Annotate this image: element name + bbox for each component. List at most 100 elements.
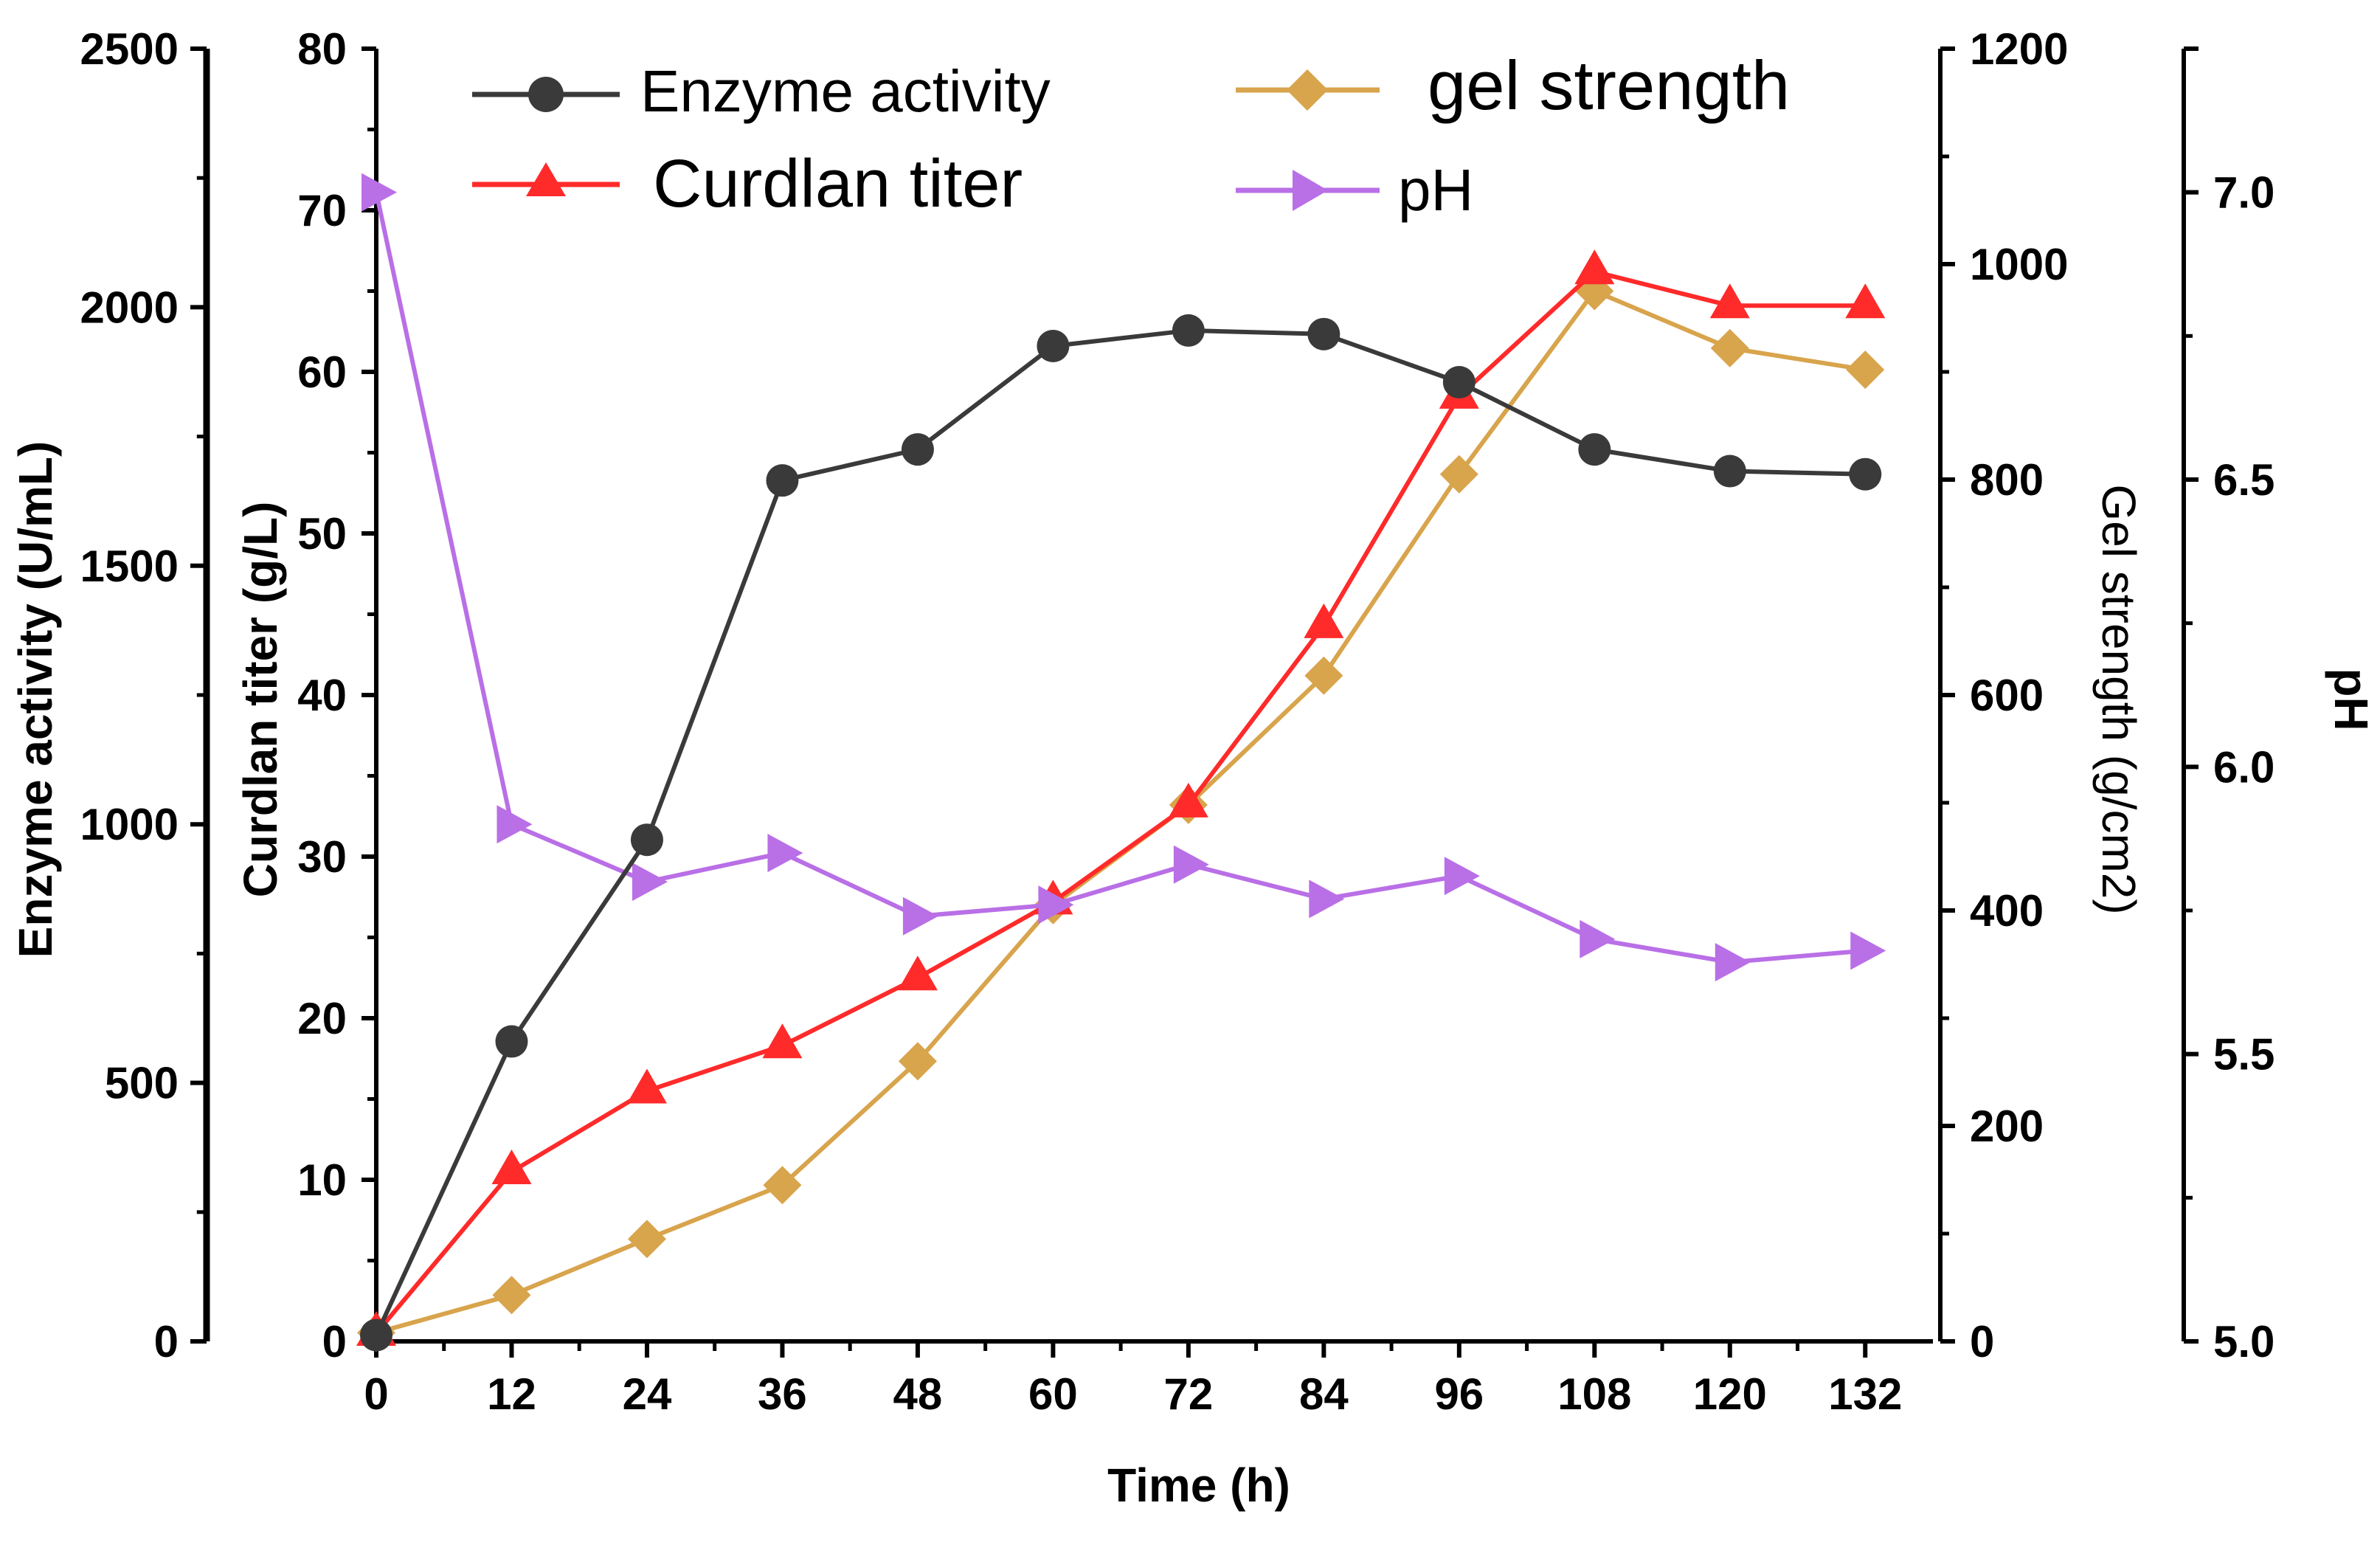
gel-tick-label: 400	[1970, 886, 2044, 936]
gel-tick-label: 800	[1970, 455, 2044, 505]
x-axis: 0 12 24 36 48 60 72 84 96 108 120 132	[364, 1339, 1933, 1419]
data-point-curdlan-titer	[1845, 283, 1886, 319]
data-point-ph	[902, 896, 938, 936]
data-point-enzyme-activity	[766, 464, 799, 497]
gel-tick-label: 1000	[1970, 240, 2068, 289]
data-point-ph	[362, 173, 397, 212]
titer-tick-label: 50	[297, 509, 347, 559]
legend-marker-enzyme-activity	[528, 77, 564, 112]
data-point-curdlan-titer	[1304, 603, 1344, 638]
series-line-enzyme-activity	[374, 328, 1866, 1336]
data-point-curdlan-titer	[1168, 782, 1208, 818]
data-point-gel-strength	[1304, 656, 1343, 695]
ph-tick-label: 6.5	[2213, 455, 2275, 505]
data-point-curdlan-titer	[762, 1023, 803, 1059]
data-point-gel-strength	[1710, 328, 1749, 367]
legend-marker-curdlan-titer	[526, 162, 566, 196]
data-point-gel-strength	[1439, 454, 1478, 494]
data-point-ph	[767, 834, 803, 873]
x-tick-label: 0	[364, 1369, 388, 1419]
data-point-gel-strength	[492, 1276, 531, 1315]
x-tick-label: 48	[893, 1369, 943, 1419]
gel-tick-label: 200	[1970, 1102, 2044, 1151]
data-point-gel-strength	[627, 1220, 666, 1259]
series-curdlan-titer	[356, 249, 1886, 1347]
gel-strength-axis-title: Gel strength (g/cm2)	[2092, 484, 2145, 914]
series-line-gel-strength	[376, 288, 1866, 1335]
titer-tick-label: 0	[322, 1317, 347, 1366]
legend-label-enzyme-activity: Enzyme activity	[640, 58, 1051, 124]
data-point-ph	[1715, 943, 1751, 982]
enzyme-tick-label: 2500	[80, 24, 179, 74]
data-point-ph	[1580, 919, 1616, 958]
series-layer	[356, 173, 1886, 1352]
data-point-ph	[1038, 885, 1074, 924]
series-line-ph	[374, 192, 1866, 965]
x-tick-label: 108	[1557, 1369, 1631, 1419]
data-point-enzyme-activity	[1307, 317, 1341, 350]
titer-tick-label: 40	[297, 671, 347, 720]
x-tick-label: 84	[1299, 1369, 1349, 1419]
data-point-curdlan-titer	[897, 955, 938, 991]
data-point-enzyme-activity	[901, 433, 934, 466]
ph-tick-label: 5.0	[2213, 1317, 2275, 1366]
legend-label-gel-strength: gel strength	[1428, 46, 1790, 124]
data-point-enzyme-activity	[1172, 314, 1205, 347]
ph-tick-label: 6.0	[2213, 742, 2275, 792]
titer-tick-label: 10	[297, 1155, 347, 1205]
data-point-gel-strength	[763, 1166, 802, 1205]
data-point-curdlan-titer	[626, 1068, 667, 1104]
titer-tick-label: 80	[297, 24, 347, 74]
data-point-curdlan-titer	[1574, 249, 1615, 285]
ph-tick-label: 5.5	[2213, 1030, 2275, 1079]
data-point-curdlan-titer	[1709, 283, 1750, 319]
x-tick-label: 36	[758, 1369, 807, 1419]
curdlan-titer-axis-title: Curdlan titer (g/L)	[234, 502, 287, 898]
x-axis-title: Time (h)	[1107, 1459, 1290, 1512]
series-gel-strength	[357, 272, 1885, 1352]
data-point-enzyme-activity	[1442, 366, 1476, 399]
x-tick-label: 24	[623, 1369, 672, 1419]
series-line-curdlan-titer	[374, 269, 1866, 1335]
enzyme-tick-label: 1500	[80, 542, 179, 591]
data-point-enzyme-activity	[1849, 457, 1882, 491]
titer-tick-label: 20	[297, 994, 347, 1043]
series-ph	[362, 173, 1886, 982]
titer-tick-label: 30	[297, 832, 347, 882]
legend-label-curdlan-titer: Curdlan titer	[653, 146, 1023, 221]
data-point-ph	[1444, 857, 1480, 896]
gel-tick-label: 0	[1970, 1317, 1994, 1366]
data-point-enzyme-activity	[630, 823, 663, 857]
data-point-gel-strength	[898, 1042, 937, 1081]
titer-tick-label: 70	[297, 186, 347, 235]
data-point-ph	[632, 863, 668, 902]
data-point-ph	[497, 805, 533, 844]
data-point-enzyme-activity	[1713, 454, 1746, 488]
x-tick-label: 120	[1693, 1369, 1767, 1419]
x-tick-label: 12	[487, 1369, 536, 1419]
legend-item-enzyme-activity: Enzyme activity	[472, 58, 1051, 124]
legend-marker-ph	[1293, 170, 1328, 211]
legend-item-curdlan-titer: Curdlan titer	[472, 146, 1023, 221]
data-point-enzyme-activity	[360, 1318, 392, 1352]
data-point-enzyme-activity	[495, 1025, 528, 1058]
enzyme-tick-label: 1000	[80, 800, 179, 849]
gel-tick-label: 1200	[1970, 24, 2068, 74]
gel-strength-axis: 0 200 400 600 800 1000 1200	[1938, 24, 2068, 1366]
data-point-gel-strength	[1846, 350, 1885, 390]
curdlan-titer-axis: 0 10 20 30 40 50 60 70 80	[297, 24, 378, 1366]
data-point-ph	[1309, 879, 1345, 919]
ph-axis: 5.0 5.5 6.0 6.5 7.0	[2182, 46, 2275, 1366]
titer-tick-label: 60	[297, 348, 347, 397]
series-enzyme-activity	[360, 314, 1882, 1352]
legend-label-ph: pH	[1398, 157, 1473, 223]
enzyme-activity-axis: 0 500 1000 1500 2000 2500	[80, 24, 210, 1366]
legend: Enzyme activity Curdlan titer gel streng…	[472, 46, 1790, 223]
data-point-ph	[1850, 931, 1886, 970]
legend-item-gel-strength: gel strength	[1236, 46, 1790, 124]
ph-axis-title: pH	[2325, 668, 2378, 730]
data-point-enzyme-activity	[1578, 433, 1611, 466]
data-point-ph	[1173, 845, 1209, 884]
enzyme-activity-axis-title: Enzyme activity (U/mL)	[9, 441, 62, 958]
